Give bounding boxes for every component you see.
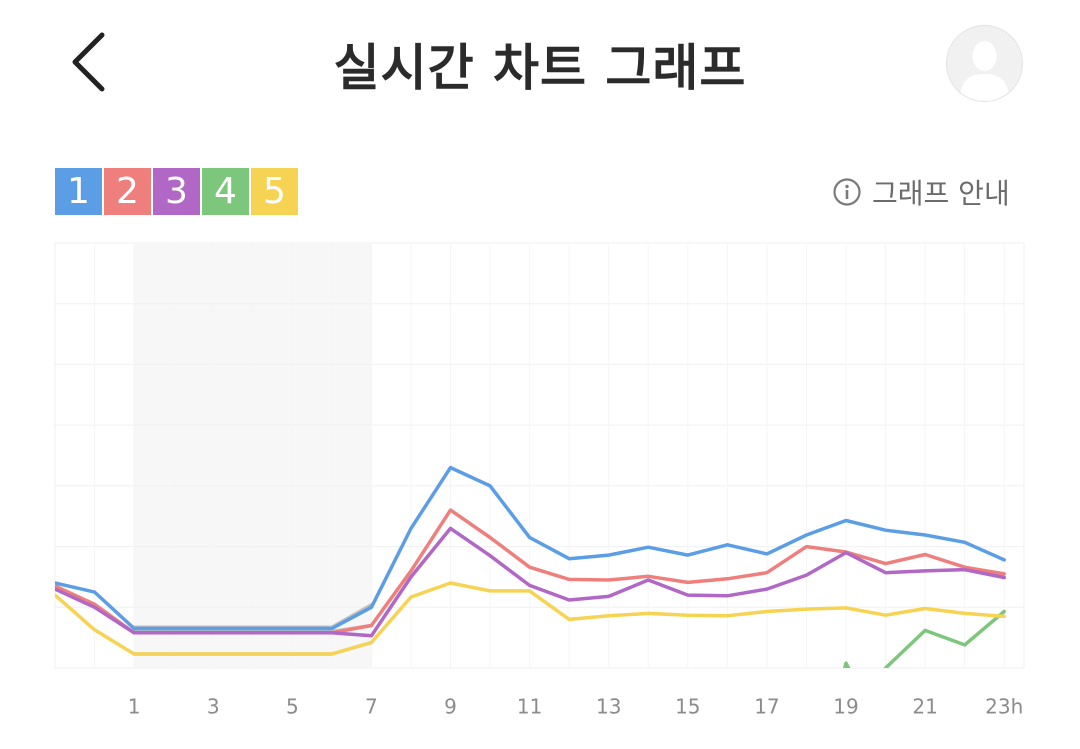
chevron-left-icon: [72, 32, 105, 92]
x-tick-label: 11: [517, 695, 542, 719]
x-tick-label: 17: [754, 695, 779, 719]
legend-label: 1: [67, 171, 90, 212]
x-tick-label: 15: [675, 695, 700, 719]
user-avatar-icon: [959, 41, 1010, 101]
legend-label: 2: [116, 171, 139, 212]
legend-item-5[interactable]: 5: [251, 168, 298, 215]
series-legend: 1 2 3 4 5: [55, 168, 298, 215]
x-tick-label: 3: [207, 695, 220, 719]
legend-item-1[interactable]: 1: [55, 168, 102, 215]
legend-item-3[interactable]: 3: [153, 168, 200, 215]
x-tick-label: 23h: [985, 695, 1023, 719]
legend-label: 5: [263, 171, 286, 212]
graph-guide-button[interactable]: 그래프 안내: [832, 172, 1010, 212]
legend-label: 3: [165, 171, 188, 212]
series-line-1: [55, 465, 1006, 631]
legend-label: 4: [214, 171, 237, 212]
x-tick-label: 5: [286, 695, 299, 719]
x-tick-label: 21: [912, 695, 937, 719]
page-title: 실시간 차트 그래프: [333, 39, 747, 97]
x-tick-label: 13: [596, 695, 621, 719]
x-tick-label: 9: [444, 695, 457, 719]
series-line-4: [842, 609, 1006, 668]
x-tick-label: 7: [365, 695, 378, 719]
series-line-5: [55, 581, 1006, 656]
series-line-2: [55, 508, 1006, 635]
header: 실시간 차트 그래프: [0, 0, 1080, 125]
x-tick-label: 1: [128, 695, 141, 719]
legend-item-4[interactable]: 4: [202, 168, 249, 215]
graph-guide-label: 그래프 안내: [872, 177, 1010, 210]
legend-item-2[interactable]: 2: [104, 168, 151, 215]
avatar[interactable]: [946, 25, 1023, 102]
info-icon: [833, 178, 861, 206]
series-line-3: [55, 526, 1006, 638]
back-button[interactable]: [62, 28, 122, 98]
x-tick-label: 19: [833, 695, 858, 719]
